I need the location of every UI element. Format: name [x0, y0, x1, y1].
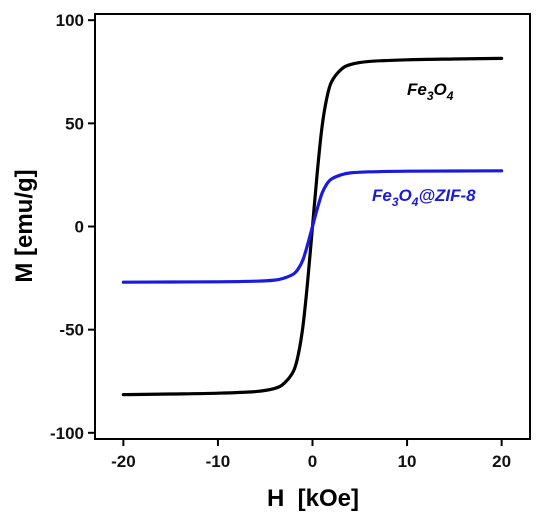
x-tick-label: -10: [206, 452, 231, 471]
x-axis-title: H [kOe]: [267, 485, 359, 512]
series-label-text: Fe: [372, 186, 392, 205]
series-label-1: Fe3O4@ZIF-8: [372, 186, 476, 209]
y-tick-label: 100: [56, 11, 84, 30]
y-tick-label: -100: [50, 424, 84, 443]
series-label-text: O: [399, 186, 412, 205]
x-tick-label: 20: [492, 452, 511, 471]
x-tick-label: 0: [308, 452, 317, 471]
series-label-text: Fe: [407, 80, 427, 99]
series-label-subscript: 3: [392, 195, 399, 209]
series-label-subscript: 3: [427, 89, 434, 103]
series-label-subscript: 4: [446, 89, 454, 103]
x-tick-label: -20: [111, 452, 136, 471]
y-tick-label: 0: [75, 218, 84, 237]
x-tick-label: 10: [398, 452, 417, 471]
series-line-1: [121, 169, 504, 284]
series-label-text: O: [434, 80, 447, 99]
series-label-subscript: 4: [411, 195, 419, 209]
series-label-0: Fe3O4: [407, 80, 454, 103]
y-tick-label: -50: [59, 321, 84, 340]
y-tick-label: 50: [65, 114, 84, 133]
series-label-text: @ZIF-8: [418, 186, 476, 205]
y-axis-title: M [emu/g]: [11, 169, 38, 282]
